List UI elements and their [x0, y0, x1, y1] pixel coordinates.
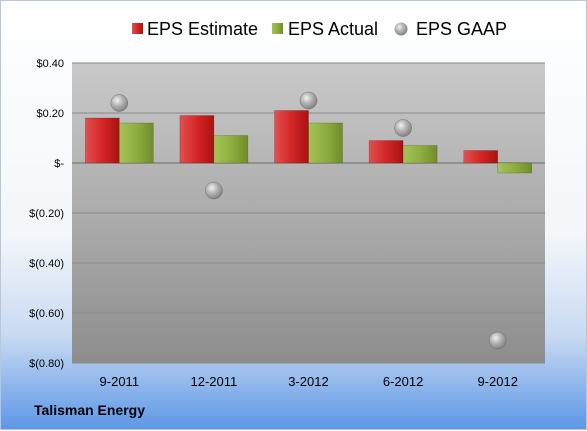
company-name: Talisman Energy — [34, 402, 146, 418]
gaap-points — [110, 91, 507, 350]
y-tick-label: $- — [54, 158, 64, 170]
legend-swatch-actual — [272, 23, 283, 34]
point-eps-gaap — [110, 94, 129, 112]
legend-label-gaap: EPS GAAP — [416, 19, 507, 39]
bar-eps-estimate — [368, 140, 404, 164]
y-tick-label: $(0.80) — [29, 358, 64, 370]
bar-eps-actual — [497, 162, 533, 174]
bar-eps-actual — [213, 135, 249, 164]
point-eps-gaap — [394, 119, 412, 137]
x-tick-label: 12-2011 — [191, 374, 238, 389]
legend-label-estimate: EPS Estimate — [147, 19, 258, 39]
y-tick-label: $0.40 — [36, 58, 64, 70]
bar-eps-estimate — [463, 150, 499, 164]
y-tick-label: $(0.20) — [29, 208, 64, 220]
legend: EPS Estimate EPS Actual EPS GAAP — [132, 19, 507, 39]
legend-swatch-estimate — [132, 23, 143, 34]
x-axis-labels: 9-2011 12-2011 3-2012 6-2012 9-2012 — [100, 374, 518, 389]
legend-item-estimate: EPS Estimate — [132, 19, 258, 39]
bar-eps-actual — [308, 122, 343, 164]
legend-item-actual: EPS Actual — [272, 19, 378, 39]
legend-item-gaap: EPS GAAP — [394, 19, 507, 39]
point-eps-gaap — [205, 181, 223, 200]
y-tick-label: $(0.60) — [29, 308, 64, 320]
point-eps-gaap — [299, 91, 318, 110]
x-tick-label: 9-2011 — [100, 374, 140, 389]
point-eps-gaap — [488, 331, 507, 350]
bar-eps-actual — [119, 122, 154, 164]
y-tick-label: $(0.40) — [29, 258, 64, 270]
bars — [85, 110, 533, 174]
y-axis-labels: $0.40 $0.20 $- $(0.20) $(0.40) $(0.60) $(0.80) — [29, 58, 64, 370]
legend-label-actual: EPS Actual — [288, 19, 378, 39]
bar-eps-estimate — [179, 115, 215, 164]
bar-eps-estimate — [85, 117, 120, 164]
y-tick-label: $0.20 — [36, 108, 64, 120]
legend-swatch-gaap — [394, 22, 408, 36]
bar-eps-estimate — [274, 110, 309, 164]
bar-eps-actual — [402, 145, 438, 164]
x-tick-label: 9-2012 — [477, 374, 517, 389]
x-tick-label: 3-2012 — [288, 374, 328, 389]
x-tick-label: 6-2012 — [383, 374, 423, 389]
